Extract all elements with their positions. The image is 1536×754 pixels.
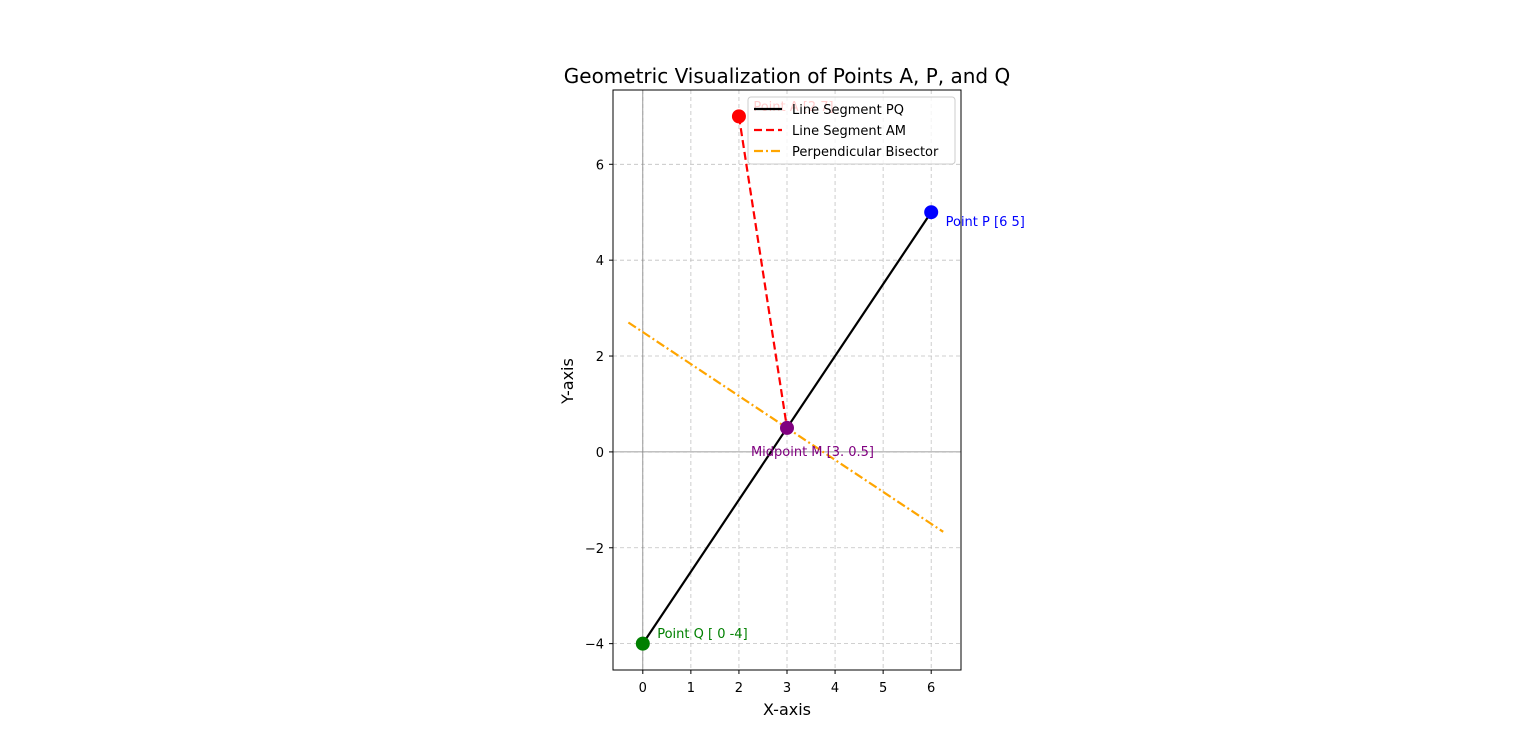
x-tick-label: 1 [687,681,695,696]
y-tick-label: 6 [596,158,604,173]
plot-area: Point A [2 7]Point P [6 5]Point Q [ 0 -4… [585,89,1025,696]
y-tick-label: 4 [596,254,604,269]
y-tick-label: −4 [585,638,604,653]
legend-label-1: Line Segment PQ [792,103,904,118]
legend-box [747,96,956,165]
point-marker-2 [924,205,939,220]
x-tick-label: 4 [831,681,839,696]
y-axis-label: Y-axis [558,358,577,405]
x-tick-label: 0 [639,681,647,696]
point-marker-4 [780,420,794,435]
x-axis-label: X-axis [763,700,811,719]
point-label-2: Point P [6 5] [946,215,1025,230]
x-tick-label: 5 [879,681,887,696]
x-tick-label: 3 [783,681,791,696]
x-tick-label: 6 [927,681,935,696]
y-tick-label: 2 [596,350,604,365]
point-marker-1 [731,109,746,124]
series-group [627,116,944,645]
y-tick-label: 0 [596,446,604,461]
x-tick-label: 2 [735,681,743,696]
point-marker-3 [635,636,650,651]
legend: Line Segment PQ Line Segment AM Perpendicu… [747,96,956,165]
y-tick-label: −2 [585,542,604,557]
point-label-4: Midpoint M [3. 0.5] [751,445,874,460]
legend-label-3: Perpendicular Bisector [792,145,939,160]
point-label-3: Point Q [ 0 -4] [657,627,747,642]
legend-label-2: Line Segment AM [792,124,906,139]
series-line-2 [737,116,789,429]
chart-title: Geometric Visualization of Points A, P, … [564,64,1010,88]
